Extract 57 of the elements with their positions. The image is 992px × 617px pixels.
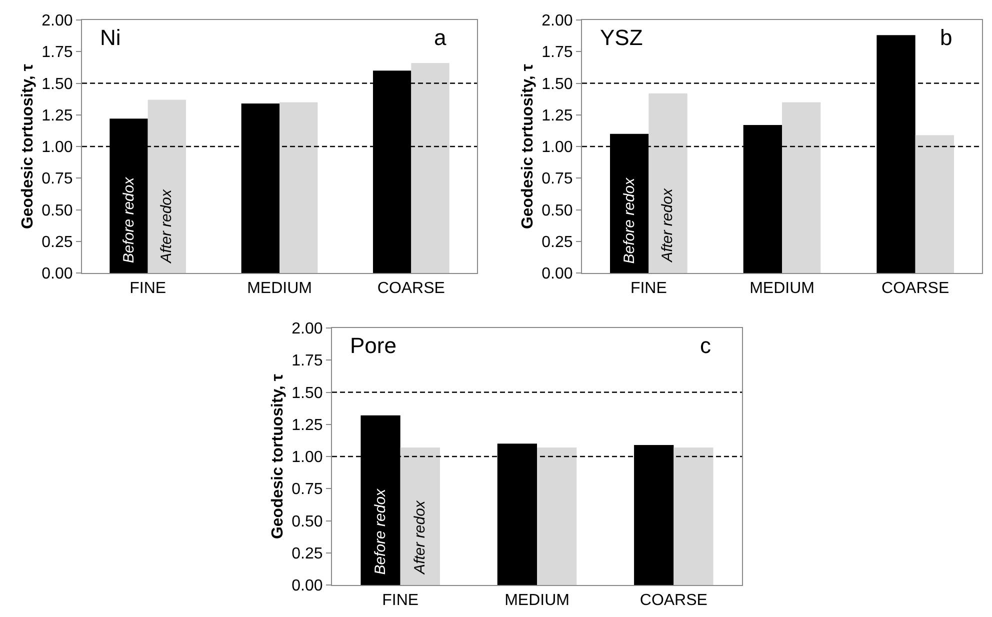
bar bbox=[411, 63, 450, 273]
series-label: Before redox bbox=[372, 488, 390, 575]
x-tick-label: COARSE bbox=[377, 280, 445, 298]
y-tick-label: 0.50 bbox=[292, 513, 323, 530]
x-tick-label: FINE bbox=[630, 280, 667, 298]
series-label: After redox bbox=[659, 188, 676, 263]
series-label: Before redox bbox=[120, 176, 138, 264]
y-tick-label: 0.25 bbox=[542, 234, 573, 251]
y-tick-label: 0.00 bbox=[292, 578, 323, 595]
y-tick-label: 1.50 bbox=[292, 384, 323, 402]
y-tick-label: 0.50 bbox=[542, 202, 573, 220]
x-tick-label: COARSE bbox=[882, 280, 950, 298]
annotation: c bbox=[700, 333, 711, 358]
y-tick-label: 1.00 bbox=[292, 449, 323, 466]
x-tick-label: COARSE bbox=[640, 592, 708, 610]
x-tick-label: FINE bbox=[382, 592, 419, 610]
y-tick-label: 0.75 bbox=[42, 170, 73, 188]
bar bbox=[782, 102, 821, 273]
y-tick-label: 1.75 bbox=[42, 44, 73, 62]
bar bbox=[915, 135, 954, 273]
y-tick-label: 1.50 bbox=[542, 76, 573, 93]
y-tick-label: 2.00 bbox=[542, 12, 573, 30]
y-tick-label: 0.75 bbox=[542, 170, 573, 188]
y-axis-title: Geodesic tortuosity, τ bbox=[270, 374, 287, 540]
annotation: a bbox=[434, 25, 447, 50]
y-tick-label: 1.75 bbox=[542, 44, 573, 62]
y-tick-label: 0.50 bbox=[42, 202, 73, 220]
annotation: YSZ bbox=[600, 25, 643, 50]
y-tick-label: 1.50 bbox=[42, 76, 73, 93]
y-tick-label: 2.00 bbox=[292, 320, 323, 338]
x-tick-label: MEDIUM bbox=[504, 592, 570, 610]
x-tick-label: MEDIUM bbox=[750, 280, 814, 298]
y-tick-label: 0.25 bbox=[292, 545, 323, 562]
y-axis-title: Geodesic tortuosity, τ bbox=[520, 64, 537, 230]
y-tick-label: 0.00 bbox=[42, 266, 73, 283]
y-tick-label: 1.00 bbox=[42, 139, 73, 156]
x-tick-label: MEDIUM bbox=[247, 280, 312, 298]
annotation: b bbox=[940, 25, 952, 50]
series-label: After redox bbox=[158, 188, 176, 264]
y-axis-title: Geodesic tortuosity, τ bbox=[20, 64, 37, 230]
bar bbox=[648, 93, 688, 273]
bar bbox=[280, 102, 318, 273]
y-tick-label: 1.25 bbox=[542, 107, 573, 124]
series-label: Before redox bbox=[620, 177, 638, 264]
annotation: Ni bbox=[100, 25, 121, 50]
y-tick-label: 1.75 bbox=[292, 352, 323, 370]
y-tick-label: 1.00 bbox=[542, 139, 573, 156]
y-tick-label: 2.00 bbox=[42, 12, 73, 30]
y-tick-label: 0.75 bbox=[292, 481, 323, 498]
annotation: Pore bbox=[350, 333, 396, 358]
y-tick-label: 0.25 bbox=[42, 234, 73, 251]
y-tick-label: 1.25 bbox=[292, 416, 323, 434]
bar bbox=[148, 100, 186, 273]
y-tick-label: 0.00 bbox=[542, 266, 573, 283]
y-tick-label: 1.25 bbox=[42, 107, 73, 124]
series-label: After redox bbox=[411, 500, 428, 575]
x-tick-label: FINE bbox=[130, 280, 166, 298]
